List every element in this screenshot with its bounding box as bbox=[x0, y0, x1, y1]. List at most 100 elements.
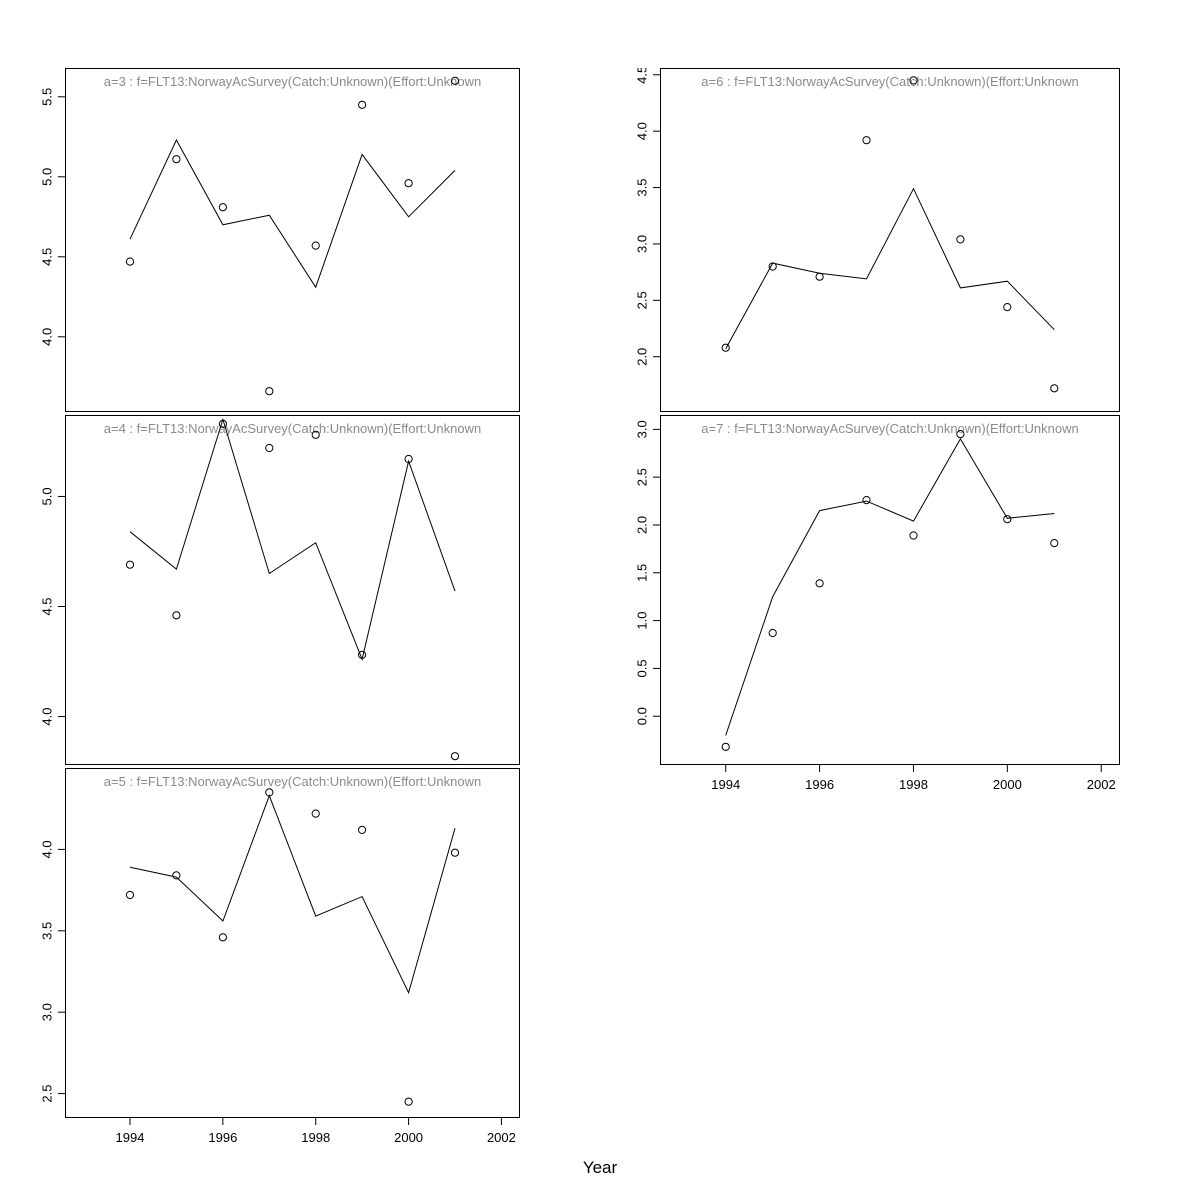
x-tick-label: 2002 bbox=[487, 1130, 516, 1145]
observed-point bbox=[125, 560, 135, 569]
fitted-line bbox=[725, 187, 1055, 350]
observed-point bbox=[815, 579, 824, 588]
y-tick-label: 2.5 bbox=[635, 468, 650, 486]
observed-point bbox=[125, 890, 135, 900]
y-tick-label: 2.0 bbox=[635, 348, 650, 366]
observed-point bbox=[311, 241, 320, 250]
y-tick-label: 2.5 bbox=[40, 1085, 55, 1103]
panel-chart: a=5 : f=FLT13:NorwayAcSurvey(Catch:Unkno… bbox=[40, 768, 520, 1145]
fitted-line bbox=[129, 417, 456, 661]
x-tick-label: 2000 bbox=[993, 777, 1022, 792]
y-tick-label: 4.0 bbox=[40, 840, 55, 858]
observed-point bbox=[721, 343, 730, 352]
observed-point bbox=[172, 611, 181, 620]
observed-point bbox=[1050, 539, 1059, 548]
panel-border bbox=[65, 415, 520, 765]
panel-border bbox=[660, 68, 1120, 412]
y-tick-label: 3.5 bbox=[635, 179, 650, 197]
panel-border bbox=[660, 415, 1120, 765]
panel-title: a=4 : f=FLT13:NorwayAcSurvey(Catch:Unkno… bbox=[104, 421, 481, 436]
y-tick-label: 3.0 bbox=[40, 1003, 55, 1021]
observed-point bbox=[862, 136, 871, 145]
panel-a3: a=3 : f=FLT13:NorwayAcSurvey(Catch:Unkno… bbox=[20, 68, 526, 423]
panel-title: a=3 : f=FLT13:NorwayAcSurvey(Catch:Unkno… bbox=[104, 74, 481, 89]
x-tick-label: 2002 bbox=[1087, 777, 1116, 792]
observed-point bbox=[265, 387, 274, 396]
y-tick-label: 1.0 bbox=[635, 612, 650, 630]
observed-point bbox=[358, 825, 367, 835]
x-tick-label: 1996 bbox=[805, 777, 834, 792]
observed-point bbox=[125, 257, 135, 266]
observed-point bbox=[721, 742, 730, 751]
y-tick-label: 1.5 bbox=[635, 564, 650, 582]
observed-point bbox=[956, 235, 965, 244]
observed-point bbox=[265, 788, 274, 797]
y-tick-label: 0.5 bbox=[635, 659, 650, 677]
panel-title: a=6 : f=FLT13:NorwayAcSurvey(Catch:Unkno… bbox=[701, 74, 1078, 89]
y-tick-label: 4.0 bbox=[635, 122, 650, 140]
observed-point bbox=[404, 179, 413, 188]
x-tick-label: 1994 bbox=[116, 1130, 145, 1145]
y-tick-label: 0.0 bbox=[635, 707, 650, 725]
panel-a6: a=6 : f=FLT13:NorwayAcSurvey(Catch:Unkno… bbox=[615, 66, 1126, 423]
x-axis-title: Year bbox=[582, 1158, 618, 1177]
observed-point bbox=[450, 752, 460, 761]
y-tick-label: 4.5 bbox=[40, 597, 55, 615]
observed-point bbox=[956, 430, 965, 439]
panel-title: a=7 : f=FLT13:NorwayAcSurvey(Catch:Unkno… bbox=[701, 421, 1078, 436]
observed-point bbox=[172, 155, 181, 164]
panel-a4: a=4 : f=FLT13:NorwayAcSurvey(Catch:Unkno… bbox=[20, 415, 526, 776]
y-tick-label: 3.0 bbox=[635, 420, 650, 438]
observed-point bbox=[358, 100, 367, 109]
x-tick-label: 1996 bbox=[208, 1130, 237, 1145]
panel-a5: a=5 : f=FLT13:NorwayAcSurvey(Catch:Unkno… bbox=[20, 768, 526, 1165]
y-tick-label: 5.5 bbox=[40, 88, 55, 106]
y-tick-label: 5.0 bbox=[40, 487, 55, 505]
y-tick-label: 2.5 bbox=[635, 291, 650, 309]
observed-point bbox=[815, 272, 824, 281]
observed-point bbox=[450, 76, 460, 85]
x-tick-label: 2000 bbox=[394, 1130, 423, 1145]
y-tick-label: 4.0 bbox=[40, 708, 55, 726]
observed-point bbox=[450, 848, 460, 857]
observed-point bbox=[404, 1097, 413, 1106]
observed-point bbox=[909, 531, 918, 540]
y-tick-label: 3.0 bbox=[635, 235, 650, 253]
observed-point bbox=[311, 430, 320, 439]
observed-point bbox=[1003, 515, 1012, 524]
panel-border bbox=[65, 768, 520, 1118]
observed-point bbox=[358, 650, 367, 659]
y-tick-label: 5.0 bbox=[40, 168, 55, 186]
observed-point bbox=[1003, 303, 1012, 312]
fitted-line bbox=[129, 794, 456, 995]
fitted-line bbox=[725, 437, 1055, 736]
fitted-line bbox=[129, 138, 456, 289]
observed-point bbox=[909, 76, 918, 85]
x-tick-label: 1998 bbox=[899, 777, 928, 792]
observed-point bbox=[218, 203, 227, 212]
observed-point bbox=[1050, 384, 1059, 393]
panel-chart: a=3 : f=FLT13:NorwayAcSurvey(Catch:Unkno… bbox=[40, 68, 520, 412]
observed-point bbox=[218, 419, 227, 428]
observed-point bbox=[404, 454, 413, 464]
observed-point bbox=[862, 496, 871, 505]
panel-chart: a=6 : f=FLT13:NorwayAcSurvey(Catch:Unkno… bbox=[635, 66, 1120, 412]
y-tick-label: 4.5 bbox=[40, 248, 55, 266]
observed-point bbox=[768, 262, 777, 271]
observed-point bbox=[768, 628, 777, 638]
panel-title: a=5 : f=FLT13:NorwayAcSurvey(Catch:Unkno… bbox=[104, 774, 481, 789]
y-tick-label: 2.0 bbox=[635, 516, 650, 534]
observed-point bbox=[218, 933, 227, 942]
y-tick-label: 4.0 bbox=[40, 328, 55, 346]
observed-point bbox=[311, 809, 320, 818]
panel-chart: a=4 : f=FLT13:NorwayAcSurvey(Catch:Unkno… bbox=[40, 415, 520, 765]
y-tick-label: 4.5 bbox=[635, 68, 650, 84]
observed-point bbox=[265, 443, 274, 453]
panel-a7: a=7 : f=FLT13:NorwayAcSurvey(Catch:Unkno… bbox=[615, 415, 1126, 812]
observed-point bbox=[172, 871, 181, 880]
panel-chart: a=7 : f=FLT13:NorwayAcSurvey(Catch:Unkno… bbox=[635, 415, 1120, 792]
panel-border bbox=[65, 68, 520, 412]
x-tick-label: 1998 bbox=[301, 1130, 330, 1145]
y-tick-label: 3.5 bbox=[40, 922, 55, 940]
